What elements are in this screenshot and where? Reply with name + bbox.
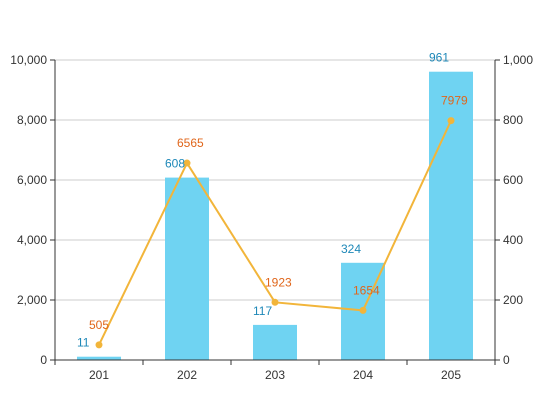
line-point[interactable] [359,306,367,314]
y-right-tick-label: 0 [503,353,510,367]
y-right-tick-label: 1,000 [503,53,533,67]
y-left-tick-label: 8,000 [17,113,47,127]
x-tick-label: 201 [89,368,109,382]
bar-data-label: 11 [77,336,90,350]
x-tick-label: 204 [353,368,373,382]
line-point[interactable] [271,298,279,306]
line-data-label: 1923 [265,275,292,289]
line-data-label: 7979 [441,94,468,108]
y-right-tick-label: 800 [503,113,523,127]
y-left-tick-label: 4,000 [17,233,47,247]
y-left-tick-label: 10,000 [10,53,47,67]
bar[interactable] [165,177,209,360]
x-tick-label: 203 [265,368,285,382]
x-tick-label: 205 [441,368,461,382]
line-data-label: 505 [89,318,109,332]
line-point[interactable] [447,117,455,125]
bar-data-label: 961 [429,51,449,65]
bar-data-label: 117 [253,304,272,318]
line-point[interactable] [95,341,103,349]
y-right-tick-label: 600 [503,173,523,187]
line-data-label: 6565 [177,136,204,150]
y-right-tick-label: 400 [503,233,523,247]
y-right-tick-label: 200 [503,293,523,307]
line-point[interactable] [183,159,191,167]
bar-data-label: 324 [341,242,361,256]
y-left-tick-label: 2,000 [17,293,47,307]
bar[interactable] [253,324,297,360]
line-series [98,120,452,346]
x-tick-label: 202 [177,368,197,382]
y-left-tick-label: 0 [40,353,47,367]
line-data-label: 1654 [353,283,380,297]
bar-data-label: 608 [165,157,185,171]
bar[interactable] [429,71,473,360]
bar[interactable] [77,356,121,360]
y-left-tick-label: 6,000 [17,173,47,187]
